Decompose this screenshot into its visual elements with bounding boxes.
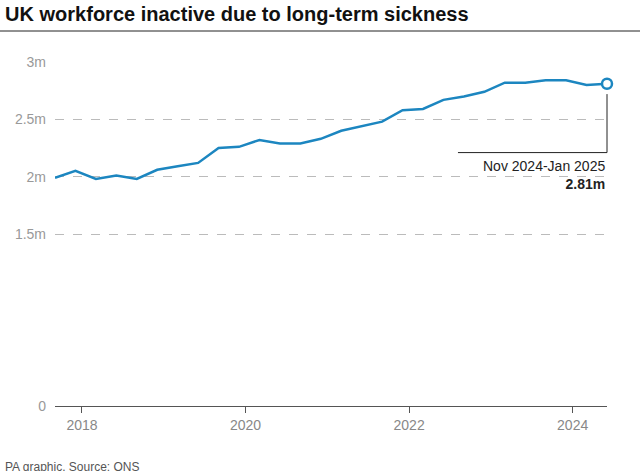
svg-text:2022: 2022 [394, 417, 425, 433]
svg-text:UK workforce inactive due to l: UK workforce inactive due to long-term s… [5, 3, 468, 25]
svg-text:PA graphic. Source: ONS: PA graphic. Source: ONS [5, 460, 140, 471]
svg-text:2m: 2m [27, 169, 46, 185]
svg-text:0: 0 [38, 398, 46, 414]
svg-text:3m: 3m [27, 54, 46, 70]
svg-text:2.5m: 2.5m [15, 111, 46, 127]
svg-text:2018: 2018 [66, 417, 97, 433]
svg-text:2024: 2024 [557, 417, 588, 433]
svg-text:Nov 2024-Jan 20252.81m: Nov 2024-Jan 20252.81m [483, 158, 605, 192]
svg-text:1.5m: 1.5m [15, 226, 46, 242]
svg-text:2020: 2020 [230, 417, 261, 433]
